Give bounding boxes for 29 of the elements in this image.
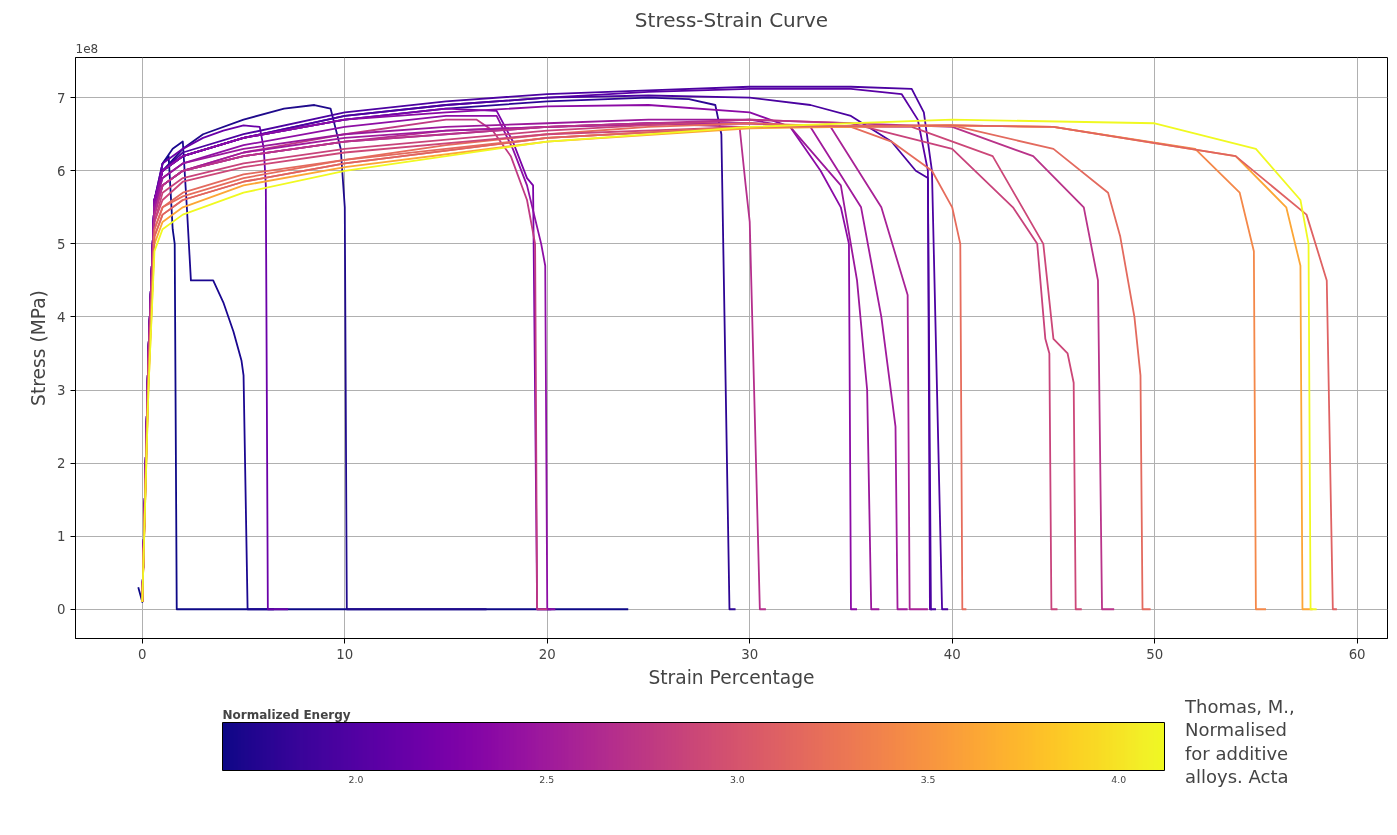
x-axis-title: Strain Percentage: [648, 666, 815, 688]
y-tick-label: 3: [57, 383, 66, 399]
x-tick-label: 50: [1146, 646, 1164, 662]
color-bar-label: 2.0: [348, 773, 364, 785]
y-tick-label: 0: [57, 602, 66, 618]
color-bar-label: 2.5: [539, 773, 555, 785]
x-tick-label: 20: [538, 646, 556, 662]
y-tick-label: 4: [57, 309, 66, 325]
text: 1e8: [75, 41, 99, 56]
color-bar-title: Normalized Energy: [222, 707, 351, 722]
text: Thomas, M.,: [1185, 696, 1295, 717]
x-tick-label: 60: [1348, 646, 1366, 662]
y-tick-label: 7: [57, 90, 66, 106]
text: Normalised: [1185, 719, 1288, 741]
color-bar-label: 3.0: [729, 773, 745, 785]
y-tick-label: 6: [57, 163, 66, 179]
y-tick-label: 5: [57, 236, 66, 252]
y-axis-title: Stress (MPa): [28, 290, 50, 406]
text: for additive: [1185, 742, 1289, 764]
color-bar-label: 3.5: [920, 773, 936, 785]
y-tick-label: 1: [57, 529, 66, 545]
color-bar-label: 4.0: [1111, 773, 1127, 785]
text: alloys. Acta: [1185, 766, 1289, 788]
x-tick-label: 0: [138, 646, 147, 662]
chart-title: Stress-Strain Curve: [634, 7, 829, 32]
x-tick-label: 40: [943, 646, 961, 662]
x-tick-label: 10: [336, 646, 354, 662]
y-tick-label: 2: [57, 456, 66, 472]
x-tick-label: 30: [741, 646, 759, 662]
